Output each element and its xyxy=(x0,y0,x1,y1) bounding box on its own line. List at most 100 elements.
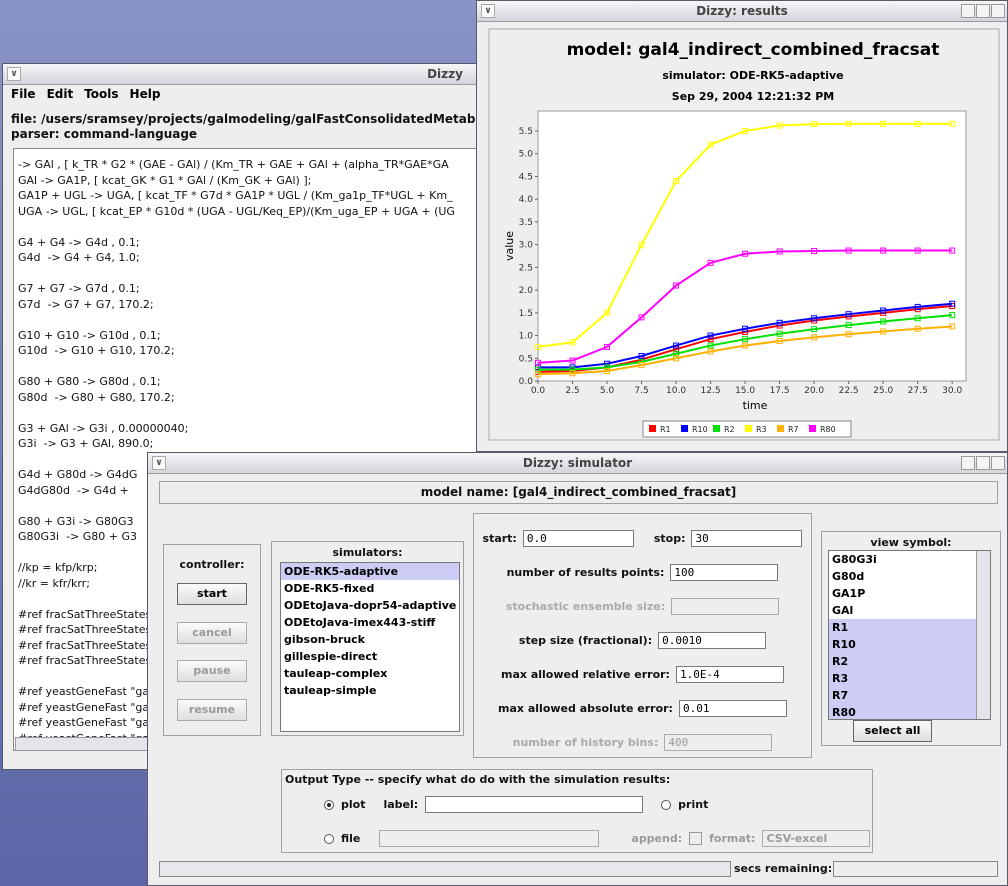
data-point xyxy=(673,355,680,362)
data-point xyxy=(811,248,818,254)
list-item[interactable]: GA1P xyxy=(832,587,866,600)
code-block: G7 + G7 -> G7d , 0.1; G7d -> G7 + G7, 170… xyxy=(18,281,872,312)
code-line: #ref fracSatThreeStates xyxy=(18,607,152,621)
x-tick-label: 12.5 xyxy=(701,386,721,396)
data-point xyxy=(604,343,611,350)
list-item[interactable]: ODE-RK5-adaptive xyxy=(281,563,459,580)
controller-button[interactable]: start xyxy=(177,583,247,605)
code-line: #ref yeastGeneFast "ga xyxy=(18,700,150,714)
list-item[interactable]: R7 xyxy=(829,687,990,704)
file-row: file append: format: CSV-excel xyxy=(324,830,871,847)
label-field[interactable] xyxy=(425,796,644,813)
parameter-field[interactable]: 0.0010 xyxy=(658,632,767,649)
x-tick-label: 2.5 xyxy=(565,386,579,396)
list-item[interactable]: R1 xyxy=(829,619,990,636)
parameter-field[interactable]: 0.01 xyxy=(678,700,787,717)
plot-radio[interactable] xyxy=(324,799,334,810)
x-tick-label: 27.5 xyxy=(908,386,928,396)
scrollbar[interactable] xyxy=(976,551,990,719)
y-tick-label: 4.0 xyxy=(519,195,534,205)
x-tick-label: 7.5 xyxy=(634,386,648,396)
y-tick-label: 2.5 xyxy=(519,263,533,273)
stop-field[interactable]: 30 xyxy=(691,530,803,547)
list-item[interactable]: G80G3i xyxy=(832,553,877,566)
simulators-panel: simulators: ODE-RK5-adaptive ODE-RK5-fixe… xyxy=(271,541,464,736)
code-line: G3 + GAl -> G3i , 0.00000040; xyxy=(18,421,189,435)
select-all-button[interactable]: select all xyxy=(853,720,932,742)
minimize[interactable] xyxy=(961,4,975,18)
plot-option[interactable]: plot xyxy=(341,798,366,811)
data-point xyxy=(742,325,749,332)
controller-button[interactable]: cancel xyxy=(177,622,247,644)
list-item[interactable]: tauleap-simple xyxy=(284,684,377,697)
print-radio[interactable] xyxy=(661,799,672,810)
minimize[interactable] xyxy=(961,456,975,470)
data-point xyxy=(914,315,921,322)
data-point xyxy=(914,325,921,332)
data-point xyxy=(707,141,714,148)
data-point xyxy=(604,368,611,374)
code-line: //kp = kfp/krp; xyxy=(18,561,98,574)
list-item[interactable]: R10 xyxy=(829,636,990,653)
data-point xyxy=(776,122,783,129)
close[interactable] xyxy=(991,456,1005,470)
file-option[interactable]: file xyxy=(341,832,361,845)
data-point xyxy=(638,314,645,321)
menu-item[interactable]: File xyxy=(11,87,36,101)
menu-item[interactable]: Edit xyxy=(46,87,74,101)
symbol-list[interactable]: G80G3i G80d GA1P GAl R1 R10 R2 R3 R7 R80 xyxy=(828,550,991,720)
maximize[interactable] xyxy=(976,4,990,18)
x-tick-label: 10.0 xyxy=(666,386,686,396)
data-point xyxy=(535,371,541,378)
parameter-label: step size (fractional): xyxy=(518,634,653,647)
data-point xyxy=(811,121,818,128)
code-line: #ref fracSatThreeStates xyxy=(18,623,152,636)
format-label: format: xyxy=(709,832,756,845)
maximize[interactable] xyxy=(976,456,990,470)
close[interactable] xyxy=(991,4,1005,18)
data-point xyxy=(949,120,956,127)
parameter-field[interactable]: 1.0E-4 xyxy=(675,666,784,683)
list-item[interactable]: R3 xyxy=(829,670,990,687)
x-axis-label: time xyxy=(743,399,768,412)
data-point xyxy=(638,241,645,248)
data-point xyxy=(776,330,783,337)
list-item[interactable]: gibson-bruck xyxy=(284,633,365,646)
x-tick-label: 22.5 xyxy=(839,386,859,396)
data-point xyxy=(880,247,887,254)
data-point xyxy=(604,360,611,367)
list-item[interactable]: R80 xyxy=(829,704,990,719)
y-tick-label: 5.5 xyxy=(519,127,533,137)
print-option[interactable]: print xyxy=(678,798,709,811)
list-item[interactable]: GAl xyxy=(832,604,854,617)
list-item[interactable]: gillespie-direct xyxy=(284,650,378,663)
list-item[interactable]: ODE-RK5-fixed xyxy=(284,582,375,595)
file-radio[interactable] xyxy=(324,833,334,844)
data-point xyxy=(742,128,749,134)
list-item[interactable]: R2 xyxy=(829,653,990,670)
list-item[interactable]: ODEtoJava-imex443-stiff xyxy=(284,616,436,629)
parameter-field: 400 xyxy=(664,734,773,751)
menu-item[interactable]: Tools xyxy=(84,87,119,101)
controller-button[interactable]: pause xyxy=(177,660,247,682)
y-tick-label: 2.0 xyxy=(519,286,534,296)
list-item[interactable]: ODEtoJava-dopr54-adaptive xyxy=(284,599,457,612)
simulators-list[interactable]: ODE-RK5-adaptive ODE-RK5-fixed ODEtoJava-d… xyxy=(280,562,460,732)
code-line: #ref fracSatThreeStates xyxy=(18,638,152,652)
controller-button[interactable]: resume xyxy=(177,699,247,721)
list-item[interactable]: tauleap-complex xyxy=(284,667,388,680)
code-line: GA1P + UGL -> UGA, [ kcat_TF * G7d * GA1… xyxy=(18,189,453,202)
code-block: G4d + G80d -> G4dG G4dG80d -> G4d + xyxy=(18,467,872,498)
list-item[interactable]: G80d xyxy=(832,570,865,583)
data-point xyxy=(569,370,576,377)
menu-item[interactable]: Help xyxy=(129,87,161,101)
data-point xyxy=(742,342,749,349)
data-point xyxy=(707,348,714,355)
data-point xyxy=(776,248,783,255)
data-point xyxy=(776,319,783,326)
parameter-field[interactable]: 100 xyxy=(670,564,779,581)
legend-label: R7 xyxy=(788,425,799,434)
start-field[interactable]: 0.0 xyxy=(522,530,634,547)
parameter-row: number of results points: 100 xyxy=(474,564,811,581)
stop-label: stop: xyxy=(653,532,686,545)
